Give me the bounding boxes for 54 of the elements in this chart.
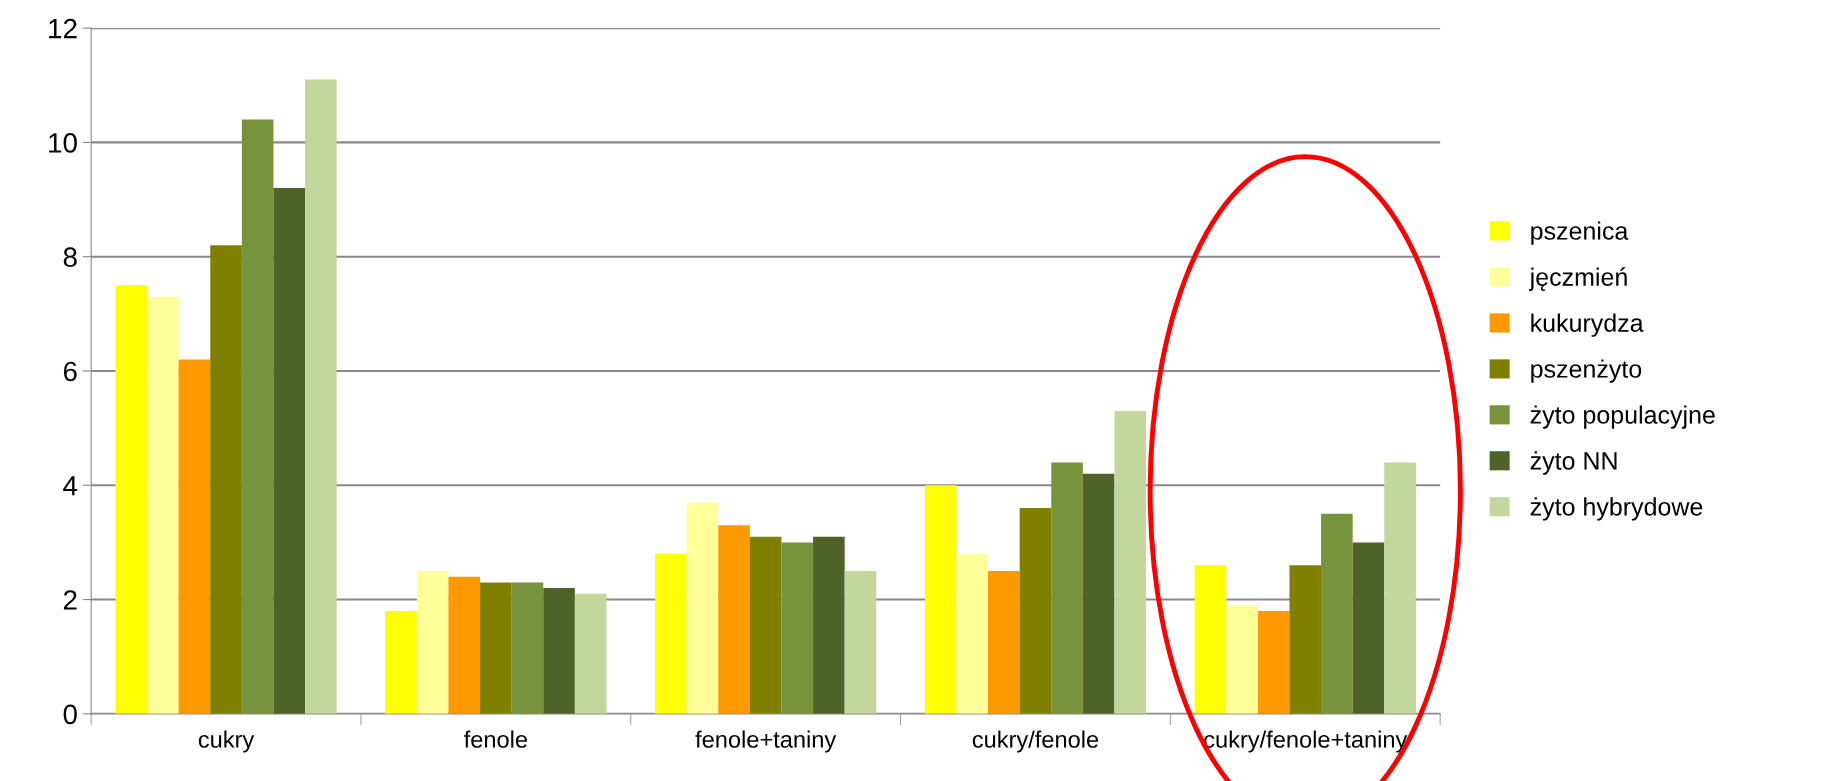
bar <box>448 576 481 714</box>
bar <box>543 588 575 714</box>
y-tick-label: 12 <box>49 18 77 39</box>
bar <box>1194 565 1227 714</box>
bar <box>273 188 306 714</box>
x-tick-label: cukry/fenole+taniny <box>1204 730 1408 753</box>
legend-label: kukurydza <box>1531 313 1644 337</box>
bar <box>1352 542 1385 714</box>
x-tick-label: fenole+taniny <box>695 730 837 753</box>
bar <box>718 525 750 714</box>
legend-label: żyto populacyjne <box>1530 405 1715 429</box>
bar <box>305 79 337 714</box>
y-tick-label: 2 <box>63 590 77 610</box>
y-tick-label: 8 <box>63 247 77 268</box>
x-tick-label: cukry/fenole <box>972 730 1099 753</box>
bar <box>1114 410 1147 714</box>
bar <box>574 593 607 714</box>
legend-label: jęczmień <box>1529 267 1627 291</box>
bar <box>686 502 719 714</box>
bar <box>178 359 211 714</box>
bar <box>813 536 845 714</box>
bar <box>115 285 148 714</box>
bar <box>147 296 179 714</box>
x-tick-label: cukry <box>198 730 255 753</box>
bar <box>1019 508 1052 714</box>
bar <box>1321 513 1353 714</box>
legend-label: żyto NN <box>1530 451 1617 475</box>
bar <box>956 553 989 714</box>
y-tick-label: 0 <box>63 704 77 725</box>
bar <box>1082 473 1115 714</box>
bar <box>749 536 782 714</box>
bar <box>988 570 1020 714</box>
bar <box>210 245 242 714</box>
bar <box>511 582 544 714</box>
y-tick-label: 4 <box>63 476 78 496</box>
y-tick-label: 6 <box>63 361 77 382</box>
bar <box>655 553 687 714</box>
legend-label: pszenżyto <box>1531 359 1642 383</box>
bar <box>844 570 877 714</box>
bar <box>1257 610 1290 714</box>
bar <box>1289 565 1322 714</box>
legend-label: żyto hybrydowe <box>1530 497 1703 521</box>
bar <box>1384 462 1416 714</box>
y-tick-label: 10 <box>49 133 77 153</box>
bar <box>1051 462 1083 714</box>
x-tick-label: fenole <box>464 730 527 748</box>
bar <box>480 582 512 714</box>
bar <box>385 610 417 714</box>
bar <box>924 485 957 714</box>
bar <box>416 570 449 714</box>
legend-label: pszenica <box>1531 221 1629 245</box>
bar <box>1226 605 1258 714</box>
bar <box>781 542 814 714</box>
bar <box>241 119 274 714</box>
